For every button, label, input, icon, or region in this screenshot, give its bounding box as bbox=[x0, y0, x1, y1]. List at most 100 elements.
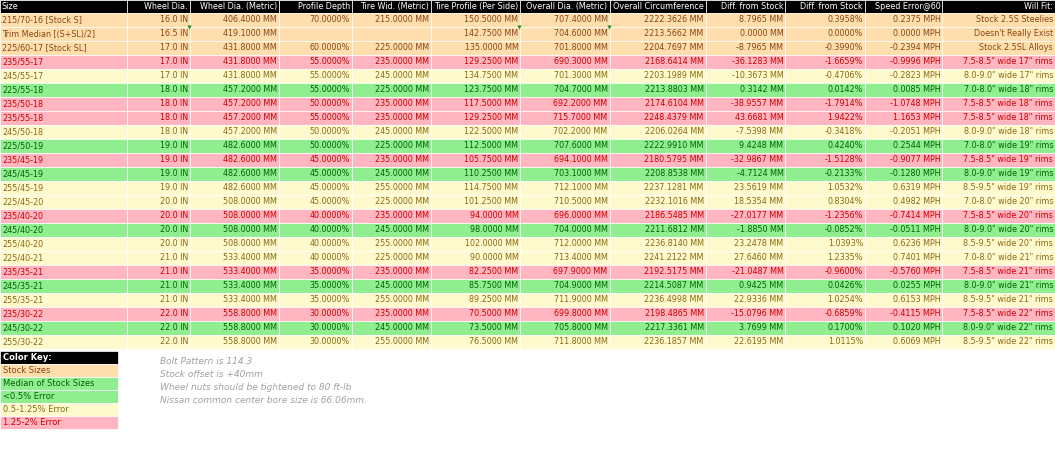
Bar bbox=[0, 416, 118, 429]
Bar bbox=[431, 111, 520, 125]
Text: 55.0000%: 55.0000% bbox=[309, 72, 349, 80]
Text: 558.8000 MM: 558.8000 MM bbox=[223, 323, 277, 332]
Bar bbox=[351, 0, 431, 13]
Text: -38.9557 MM: -38.9557 MM bbox=[731, 99, 784, 108]
Text: 0.8304%: 0.8304% bbox=[828, 198, 863, 207]
Bar bbox=[351, 97, 431, 111]
Text: 225.0000 MM: 225.0000 MM bbox=[376, 44, 429, 53]
Text: 0.6069 MPH: 0.6069 MPH bbox=[893, 338, 940, 346]
Text: 2198.4865 MM: 2198.4865 MM bbox=[645, 310, 704, 319]
Bar bbox=[0, 321, 127, 335]
Text: -7.5398 MM: -7.5398 MM bbox=[736, 127, 784, 136]
Text: 2222.9910 MM: 2222.9910 MM bbox=[645, 142, 704, 151]
Text: 7.0-8.0" wide 20" rims: 7.0-8.0" wide 20" rims bbox=[963, 198, 1053, 207]
Bar bbox=[785, 307, 865, 321]
Bar bbox=[431, 251, 520, 265]
Bar bbox=[127, 223, 190, 237]
Bar bbox=[520, 251, 610, 265]
Bar bbox=[431, 55, 520, 69]
Bar bbox=[190, 209, 279, 223]
Text: 8.5-9.5" wide 20" rims: 8.5-9.5" wide 20" rims bbox=[963, 239, 1053, 248]
Text: 2206.0264 MM: 2206.0264 MM bbox=[645, 127, 704, 136]
Bar bbox=[351, 293, 431, 307]
Bar bbox=[520, 181, 610, 195]
Bar bbox=[865, 55, 942, 69]
Text: 40.0000%: 40.0000% bbox=[309, 239, 349, 248]
Text: 1.1653 MPH: 1.1653 MPH bbox=[893, 114, 940, 123]
Bar bbox=[706, 223, 785, 237]
Text: 215.0000 MM: 215.0000 MM bbox=[376, 16, 429, 25]
Text: Doesn't Really Exist: Doesn't Really Exist bbox=[974, 29, 1053, 38]
Text: Stock offset is +40mm: Stock offset is +40mm bbox=[160, 370, 263, 379]
Text: 8.5-9.5" wide 21" rims: 8.5-9.5" wide 21" rims bbox=[963, 295, 1053, 304]
Bar bbox=[706, 97, 785, 111]
Text: -1.6659%: -1.6659% bbox=[825, 57, 863, 67]
Bar bbox=[610, 237, 706, 251]
Text: 2213.5662 MM: 2213.5662 MM bbox=[645, 29, 704, 38]
Bar bbox=[706, 237, 785, 251]
Bar bbox=[610, 55, 706, 69]
Text: 114.7500 MM: 114.7500 MM bbox=[464, 183, 518, 192]
Text: 2241.2122 MM: 2241.2122 MM bbox=[645, 254, 704, 263]
Text: 21.0 IN: 21.0 IN bbox=[159, 282, 188, 291]
Text: 245.0000 MM: 245.0000 MM bbox=[376, 226, 429, 235]
Bar bbox=[431, 27, 520, 41]
Bar bbox=[279, 335, 351, 349]
Bar bbox=[190, 321, 279, 335]
Text: 533.4000 MM: 533.4000 MM bbox=[223, 254, 277, 263]
Bar bbox=[431, 223, 520, 237]
Bar bbox=[351, 41, 431, 55]
Bar bbox=[127, 167, 190, 181]
Text: 50.0000%: 50.0000% bbox=[309, 99, 349, 108]
Text: 1.2335%: 1.2335% bbox=[827, 254, 863, 263]
Bar bbox=[942, 125, 1055, 139]
Bar bbox=[431, 69, 520, 83]
Text: 508.0000 MM: 508.0000 MM bbox=[223, 198, 277, 207]
Bar bbox=[520, 209, 610, 223]
Bar bbox=[351, 321, 431, 335]
Text: 457.2000 MM: 457.2000 MM bbox=[223, 127, 277, 136]
Bar bbox=[351, 153, 431, 167]
Bar bbox=[865, 293, 942, 307]
Text: 245/40-20: 245/40-20 bbox=[2, 226, 43, 235]
Bar bbox=[865, 125, 942, 139]
Bar bbox=[0, 83, 127, 97]
Bar bbox=[279, 237, 351, 251]
Bar bbox=[520, 83, 610, 97]
Bar bbox=[785, 293, 865, 307]
Bar bbox=[431, 0, 520, 13]
Text: 7.5-8.5" wide 18" rims: 7.5-8.5" wide 18" rims bbox=[963, 99, 1053, 108]
Text: 0.7401 MPH: 0.7401 MPH bbox=[893, 254, 940, 263]
Text: 508.0000 MM: 508.0000 MM bbox=[223, 211, 277, 220]
Bar bbox=[127, 97, 190, 111]
Bar bbox=[520, 307, 610, 321]
Bar bbox=[520, 195, 610, 209]
Bar bbox=[279, 307, 351, 321]
Bar bbox=[942, 265, 1055, 279]
Bar bbox=[942, 27, 1055, 41]
Bar bbox=[785, 153, 865, 167]
Bar bbox=[127, 125, 190, 139]
Text: 45.0000%: 45.0000% bbox=[309, 183, 349, 192]
Text: 1.0254%: 1.0254% bbox=[827, 295, 863, 304]
Bar bbox=[520, 335, 610, 349]
Bar bbox=[279, 41, 351, 55]
Text: 142.7500 MM: 142.7500 MM bbox=[464, 29, 518, 38]
Bar bbox=[610, 153, 706, 167]
Bar bbox=[279, 55, 351, 69]
Text: 1.9422%: 1.9422% bbox=[827, 114, 863, 123]
Bar bbox=[127, 293, 190, 307]
Bar bbox=[520, 321, 610, 335]
Bar bbox=[706, 321, 785, 335]
Text: 85.7500 MM: 85.7500 MM bbox=[469, 282, 518, 291]
Text: Median of Stock Sizes: Median of Stock Sizes bbox=[3, 379, 95, 388]
Bar bbox=[865, 83, 942, 97]
Bar bbox=[190, 41, 279, 55]
Text: -8.7965 MM: -8.7965 MM bbox=[736, 44, 784, 53]
Bar bbox=[190, 0, 279, 13]
Bar bbox=[610, 13, 706, 27]
Bar bbox=[351, 13, 431, 27]
Bar bbox=[520, 237, 610, 251]
Bar bbox=[942, 111, 1055, 125]
Bar bbox=[520, 69, 610, 83]
